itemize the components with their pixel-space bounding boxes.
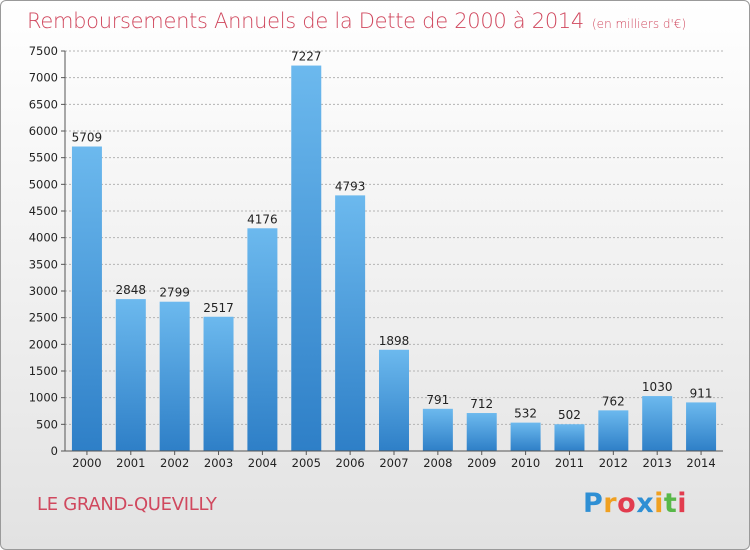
bar: [291, 65, 322, 451]
logo-letter: i: [677, 488, 688, 519]
x-tick-label: 2006: [335, 456, 364, 470]
bar: [115, 299, 146, 451]
bars: 5709 2848 2799 2517 4176 7227 4793 1898 791 712 53…: [71, 50, 717, 451]
y-tick-label: 6000: [29, 124, 58, 138]
logo-letter: P: [583, 488, 604, 519]
data-label: 2517: [203, 301, 234, 315]
bar: [466, 413, 497, 451]
data-label: 4793: [335, 179, 366, 193]
y-tick-label: 7500: [29, 44, 58, 58]
proxiti-logo: Proxiti: [583, 488, 687, 519]
x-tick-label: 2014: [686, 456, 715, 470]
bar: [642, 396, 673, 451]
bar: [247, 228, 278, 451]
x-tick-label: 2001: [116, 456, 145, 470]
y-tick-label: 3500: [29, 257, 58, 271]
bar: [203, 316, 234, 451]
bar: [335, 195, 366, 451]
data-label: 1898: [379, 334, 410, 348]
x-tick-label: 2010: [511, 456, 540, 470]
chart-subtitle: (en milliers d'€): [592, 17, 687, 31]
x-tick-label: 2007: [379, 456, 408, 470]
x-tick-label: 2003: [204, 456, 233, 470]
data-label: 762: [602, 394, 625, 408]
bar: [598, 410, 629, 451]
x-tick-label: 2005: [292, 456, 321, 470]
y-axis: 0 500 1000 1500 2000 2500 3000 3500 4000 4500 5000…: [29, 44, 66, 458]
data-label: 2799: [159, 286, 190, 300]
bar: [71, 146, 102, 451]
data-label: 712: [470, 397, 493, 411]
logo-letter: x: [636, 488, 655, 519]
y-tick-label: 6500: [29, 97, 58, 111]
bar: [379, 349, 409, 451]
data-label: 532: [514, 407, 537, 421]
x-tick-label: 2013: [643, 456, 672, 470]
logo-letter: r: [603, 488, 618, 519]
y-tick-label: 2000: [29, 337, 58, 351]
logo-letter: t: [663, 488, 678, 519]
data-label: 2848: [116, 283, 147, 297]
bar: [554, 424, 585, 451]
x-tick-label: 2009: [467, 456, 496, 470]
data-label: 1030: [642, 380, 673, 394]
data-label: 4176: [247, 212, 278, 226]
y-tick-label: 2500: [29, 311, 58, 325]
y-tick-label: 4500: [29, 204, 58, 218]
x-tick-label: 2004: [248, 456, 277, 470]
bar: [510, 422, 541, 451]
y-tick-label: 7000: [29, 71, 58, 85]
data-label: 502: [558, 408, 581, 422]
bar: [159, 301, 190, 451]
bar: [686, 402, 717, 451]
bar: [422, 408, 453, 451]
y-tick-label: 3000: [29, 284, 58, 298]
y-tick-label: 500: [36, 417, 58, 431]
logo-letter: o: [617, 488, 637, 519]
x-tick-label: 2012: [599, 456, 628, 470]
x-tick-label: 2002: [160, 456, 189, 470]
data-label: 5709: [72, 131, 103, 145]
y-tick-label: 5000: [29, 177, 58, 191]
data-label: 791: [426, 393, 449, 407]
chart-title: Remboursements Annuels de la Dette de 20…: [27, 9, 687, 33]
x-tick-label: 2000: [72, 456, 101, 470]
location-label: LE GRAND-QUEVILLY: [37, 494, 217, 515]
x-tick-label: 2011: [555, 456, 584, 470]
y-tick-label: 1000: [29, 391, 58, 405]
y-tick-label: 5500: [29, 151, 58, 165]
y-tick-label: 4000: [29, 231, 58, 245]
data-label: 7227: [291, 50, 322, 64]
y-tick-label: 0: [51, 444, 58, 458]
data-label: 911: [690, 386, 713, 400]
logo-letter: i: [654, 488, 664, 519]
y-tick-label: 1500: [29, 364, 58, 378]
x-tick-label: 2008: [423, 456, 452, 470]
x-axis: 2000 2001 2002 2003 2004 2005 2006 2007 2008 2009…: [65, 450, 723, 470]
